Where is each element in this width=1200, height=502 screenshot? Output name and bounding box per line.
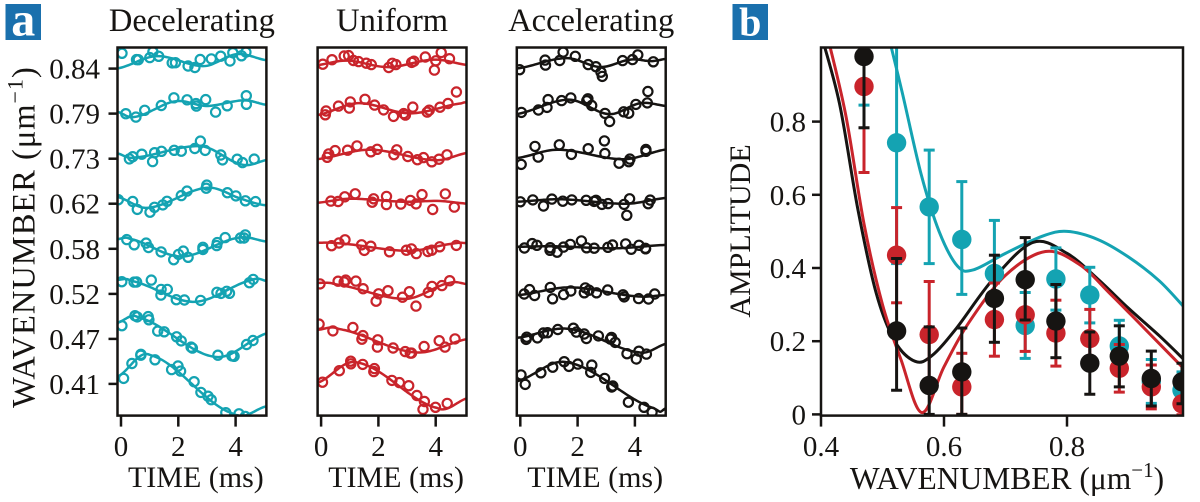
svg-text:0.8: 0.8 — [770, 107, 806, 139]
svg-text:4: 4 — [428, 431, 443, 463]
svg-text:Decelerating: Decelerating — [109, 3, 275, 39]
svg-text:0.4: 0.4 — [770, 253, 807, 285]
svg-text:0.47: 0.47 — [49, 324, 100, 356]
svg-text:b: b — [739, 0, 761, 45]
svg-text:0: 0 — [114, 431, 129, 463]
svg-text:0.58: 0.58 — [49, 234, 100, 266]
svg-text:0.6: 0.6 — [926, 431, 962, 463]
svg-text:0: 0 — [314, 431, 329, 463]
svg-text:0: 0 — [792, 399, 807, 431]
svg-text:0.4: 0.4 — [803, 431, 840, 463]
svg-text:TIME (ms): TIME (ms) — [527, 461, 663, 494]
svg-text:4: 4 — [628, 431, 643, 463]
svg-text:0.84: 0.84 — [49, 54, 100, 86]
svg-text:0.6: 0.6 — [770, 180, 806, 212]
svg-text:TIME (ms): TIME (ms) — [328, 461, 464, 494]
svg-text:0.79: 0.79 — [49, 99, 100, 131]
svg-text:Accelerating: Accelerating — [508, 3, 674, 39]
svg-text:Uniform: Uniform — [336, 3, 448, 39]
svg-text:a: a — [11, 0, 35, 47]
svg-text:0.73: 0.73 — [49, 144, 100, 176]
svg-text:0.62: 0.62 — [49, 189, 100, 221]
svg-text:WAVENUMBER (μm−1): WAVENUMBER (μm−1) — [2, 66, 43, 408]
svg-text:AMPLITUDE: AMPLITUDE — [724, 144, 757, 317]
svg-text:0.2: 0.2 — [770, 326, 806, 358]
svg-text:0: 0 — [513, 431, 528, 463]
svg-text:2: 2 — [570, 431, 585, 463]
svg-text:2: 2 — [371, 431, 386, 463]
svg-text:4: 4 — [228, 431, 243, 463]
svg-text:TIME (ms): TIME (ms) — [128, 461, 264, 494]
svg-text:2: 2 — [171, 431, 186, 463]
svg-text:0.52: 0.52 — [49, 279, 100, 311]
svg-text:WAVENUMBER (μm−1): WAVENUMBER (μm−1) — [850, 458, 1164, 496]
svg-text:0.41: 0.41 — [49, 369, 100, 401]
svg-text:0.8: 0.8 — [1049, 431, 1085, 463]
